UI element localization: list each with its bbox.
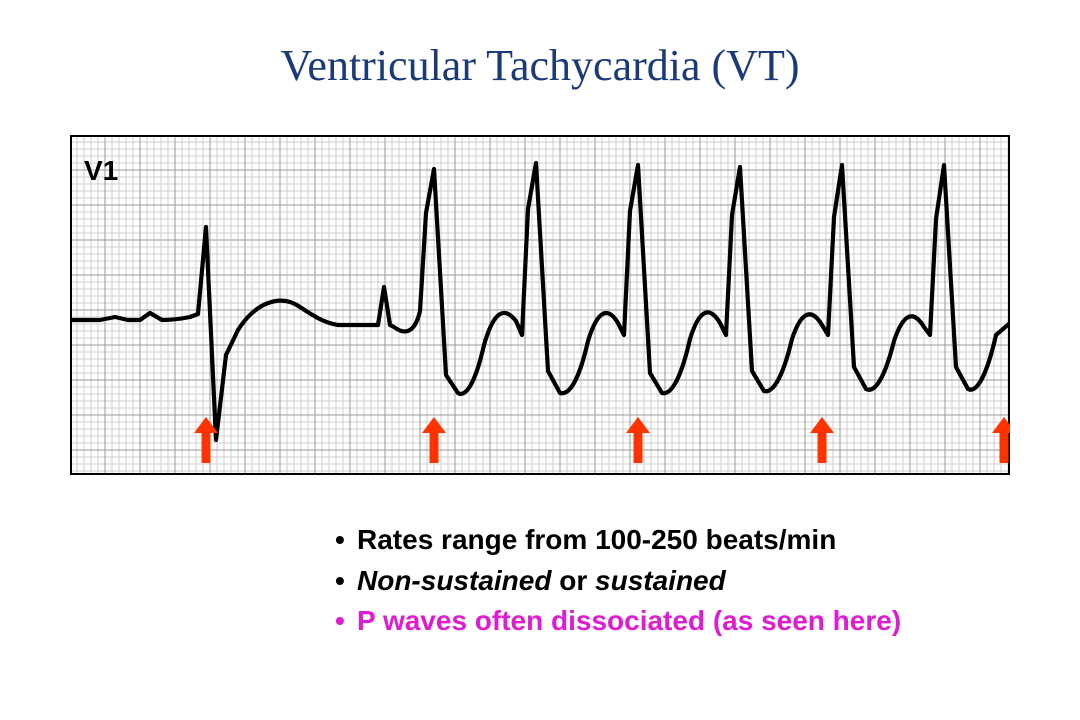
bullet-dot-icon: • <box>335 561 357 602</box>
ecg-lead-label: V1 <box>84 155 118 187</box>
ecg-svg <box>70 135 1010 475</box>
bullet-text: Non-sustained <box>357 565 551 596</box>
slide-title: Ventricular Tachycardia (VT) <box>0 40 1080 91</box>
bullet-text: P waves often dissociated (as seen here) <box>357 605 901 636</box>
slide: Ventricular Tachycardia (VT) V1 •Rates r… <box>0 0 1080 720</box>
bullet-dot-icon: • <box>335 520 357 561</box>
bullet-item: •P waves often dissociated (as seen here… <box>335 601 901 642</box>
bullet-dot-icon: • <box>335 601 357 642</box>
bullet-text: Rates range from 100-250 beats/min <box>357 524 836 555</box>
bullet-text: or <box>551 565 595 596</box>
ecg-strip: V1 <box>70 135 1010 475</box>
bullet-item: •Rates range from 100-250 beats/min <box>335 520 901 561</box>
bullet-item: •Non-sustained or sustained <box>335 561 901 602</box>
bullet-text: sustained <box>595 565 726 596</box>
bullet-list: •Rates range from 100-250 beats/min•Non-… <box>335 520 901 642</box>
